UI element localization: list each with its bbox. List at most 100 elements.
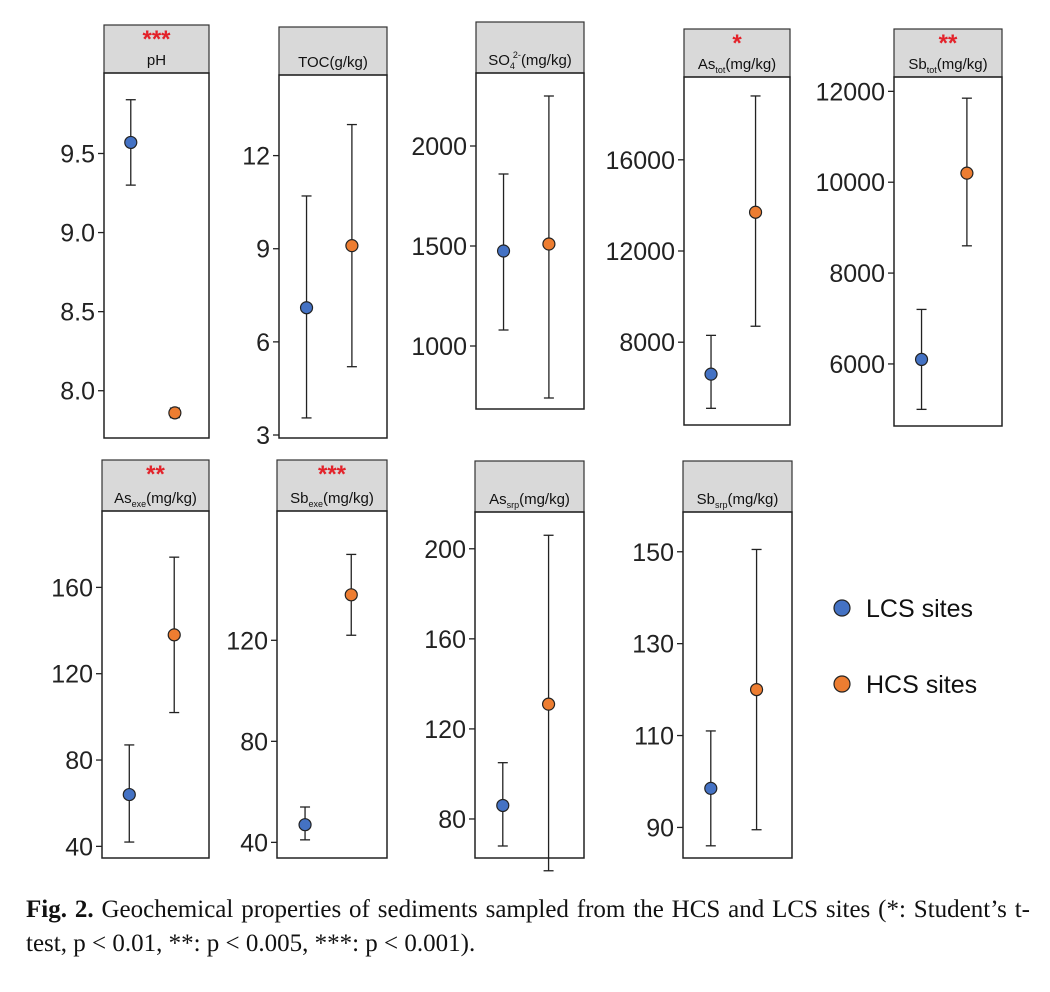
y-tick-label: 130 [632, 631, 674, 659]
hcs-point [345, 239, 359, 253]
legend-label: LCS sites [866, 595, 973, 623]
panel-7: *** Sbexe(mg/kg) 40 80 120 [226, 459, 388, 859]
y-tick-label: 80 [438, 806, 466, 834]
y-tick-label: 8.0 [60, 378, 95, 406]
panel-3: SO42-(mg/kg) 1000 1500 2000 [411, 21, 585, 410]
strip-header [276, 459, 388, 512]
caption-label: Fig. 2. [26, 896, 94, 923]
y-tick-label: 200 [424, 536, 466, 564]
y-tick-label: 80 [65, 747, 93, 775]
y-tick-label: 1000 [411, 333, 467, 361]
panel-9: Sbsrp(mg/kg) 90 110 130 150 [632, 460, 793, 859]
y-tick-label: 9.5 [60, 140, 95, 168]
y-tick-label: 8000 [829, 260, 885, 288]
y-tick-label: 160 [51, 574, 93, 602]
plot-frame [101, 510, 210, 859]
lcs-point [124, 135, 138, 150]
plot-frame [893, 76, 1003, 427]
legend-label: HCS sites [866, 671, 977, 699]
panel-6: ** Asexe(mg/kg) 40 80 120 160 [51, 459, 210, 861]
y-tick-label: 120 [51, 661, 93, 689]
plot-frame [103, 72, 210, 439]
panel-1: ***pH 8.0 8.5 9.0 9.5 [60, 24, 210, 439]
y-tick-label: 6 [256, 329, 270, 357]
strip-title: Sbexe(mg/kg) [290, 490, 374, 509]
strip-title: pH [147, 52, 166, 69]
y-tick-label: 10000 [815, 169, 885, 197]
lcs-point [914, 352, 929, 366]
lcs-point [704, 781, 718, 795]
hcs-point [344, 588, 358, 602]
hcs-point [748, 205, 763, 219]
strip-header [103, 24, 210, 74]
y-tick-label: 110 [634, 723, 674, 751]
y-tick-label: 8000 [619, 329, 675, 357]
hcs-point [542, 237, 556, 251]
lcs-point [496, 798, 510, 813]
plot-frame [475, 72, 585, 410]
y-tick-label: 120 [424, 716, 466, 744]
hcs-point [960, 166, 974, 180]
y-tick-label: 1500 [411, 233, 467, 261]
lcs-point [299, 301, 314, 315]
legend-marker [833, 599, 851, 617]
y-tick-label: 3 [256, 422, 270, 450]
lcs-point [122, 787, 136, 802]
plot-frame [683, 76, 791, 426]
y-tick-label: 12 [242, 143, 270, 171]
y-tick-label: 90 [646, 814, 674, 842]
y-tick-label: 6000 [829, 351, 885, 379]
panel-2: TOC(g/kg) 3 6 9 12 [242, 26, 388, 450]
y-tick-label: 80 [240, 728, 268, 756]
strip-header [683, 28, 791, 78]
plot-frame [278, 74, 388, 439]
y-tick-label: 12000 [605, 238, 675, 266]
panel-5: **Sbtot(mg/kg) 6000 8000 10000 12000 [815, 28, 1003, 427]
strip-header [474, 460, 585, 513]
lcs-point [704, 367, 718, 381]
hcs-point [749, 682, 764, 697]
strip-title: SO42-(mg/kg) [488, 50, 572, 71]
strip-title: Assrp(mg/kg) [489, 491, 570, 510]
legend: LCS sites HCS sites [833, 595, 977, 699]
y-tick-label: 160 [424, 626, 466, 654]
hcs-point [167, 628, 181, 642]
strip-header [475, 21, 585, 74]
significance-mark: *** [318, 461, 347, 488]
plot-frame [682, 511, 793, 859]
strip-header [893, 28, 1003, 78]
significance-mark: ** [939, 30, 958, 57]
figure-canvas: ***pH8.08.59.09.5TOC(g/kg)36912SO42-(mg/… [51, 21, 1003, 872]
significance-mark: *** [142, 26, 171, 53]
hcs-point [168, 406, 182, 420]
strip-header [682, 460, 793, 513]
y-tick-label: 2000 [411, 133, 467, 161]
strip-header [278, 26, 388, 76]
strip-title: Asexe(mg/kg) [114, 490, 197, 509]
strip-title: TOC(g/kg) [298, 54, 368, 71]
significance-mark: ** [146, 461, 165, 488]
strip-header [101, 459, 210, 512]
y-tick-label: 9 [256, 236, 270, 264]
strip-title: Sbtot(mg/kg) [908, 56, 987, 75]
plot-frame [474, 511, 585, 859]
panel-4: *Astot(mg/kg) 8000 12000 16000 [605, 28, 791, 426]
hcs-point [541, 697, 556, 711]
plot-frame [276, 510, 388, 859]
y-tick-label: 150 [632, 539, 674, 567]
y-tick-label: 9.0 [60, 220, 95, 248]
y-tick-label: 40 [65, 833, 93, 861]
significance-mark: * [732, 30, 742, 57]
strip-title: Astot(mg/kg) [698, 56, 776, 75]
lcs-point [496, 244, 511, 258]
lcs-point [298, 818, 312, 832]
y-tick-label: 8.5 [60, 299, 95, 327]
y-tick-label: 40 [240, 829, 268, 857]
legend-marker [833, 675, 851, 693]
caption-text: Geochemical properties of sediments samp… [26, 896, 1031, 957]
panel-8: Assrp(mg/kg) 80 120 160 200 [424, 460, 585, 872]
y-tick-label: 120 [226, 627, 268, 655]
y-tick-label: 12000 [815, 78, 885, 106]
figure-caption: Fig. 2. Geochemical properties of sedime… [26, 893, 1030, 961]
y-tick-label: 16000 [605, 147, 675, 175]
